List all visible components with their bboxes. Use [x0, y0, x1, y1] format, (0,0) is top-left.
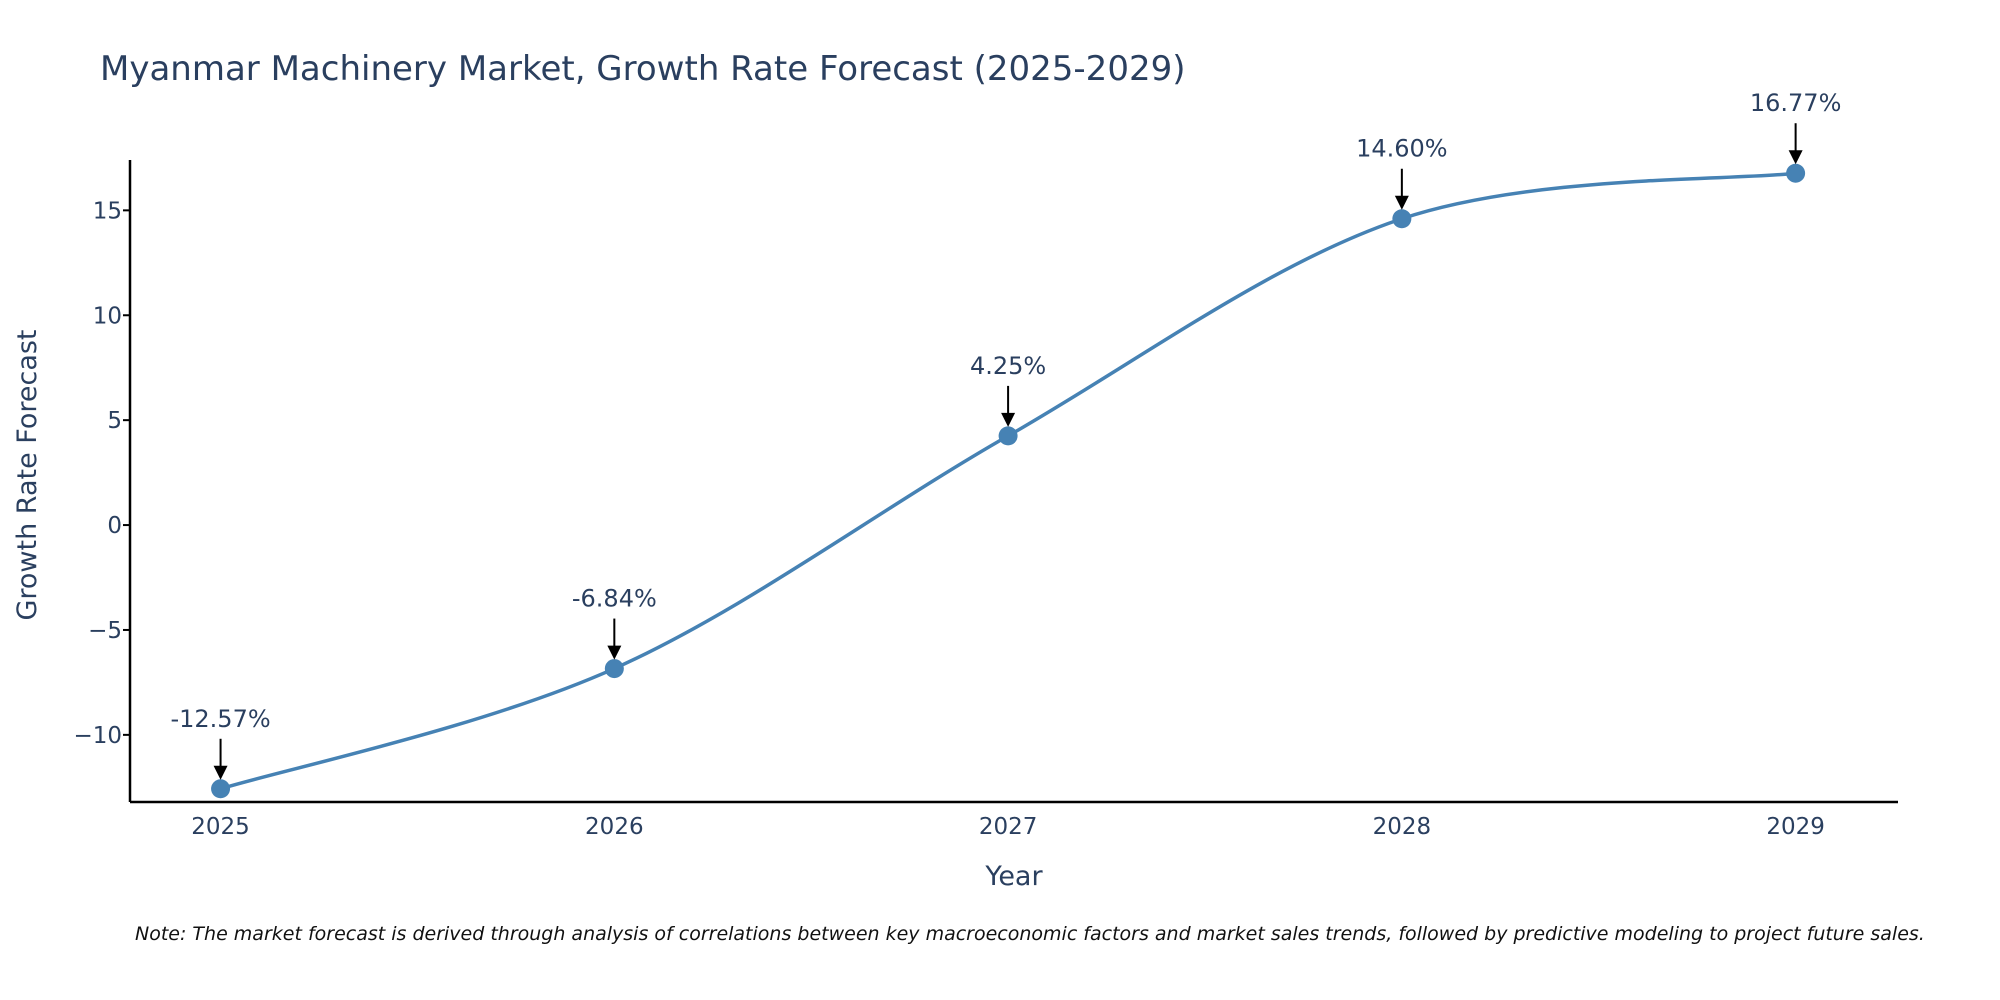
series-markers	[211, 164, 1805, 799]
y-tick-label: 10	[93, 303, 122, 329]
data-label: 4.25%	[970, 352, 1046, 380]
y-tick-label: 15	[93, 198, 122, 224]
x-tick-label: 2026	[585, 814, 644, 840]
y-axis-title: Growth Rate Forecast	[12, 329, 43, 620]
chart-root: Myanmar Machinery Market, Growth Rate Fo…	[0, 0, 2000, 1000]
x-tick-label: 2025	[191, 814, 250, 840]
y-tick-label: 5	[107, 408, 122, 434]
data-point-marker	[1392, 209, 1411, 228]
data-point-marker	[605, 659, 624, 678]
y-tick-label: 0	[107, 513, 122, 539]
footnote: Note: The market forecast is derived thr…	[135, 923, 1925, 945]
x-tick-label: 2029	[1766, 814, 1825, 840]
annotation-arrowhead	[1001, 413, 1015, 427]
data-label: -12.57%	[170, 705, 270, 733]
x-tick-label: 2027	[979, 814, 1038, 840]
annotation-arrowhead	[214, 766, 228, 780]
y-tick-label: −5	[88, 618, 122, 644]
data-point-marker	[1786, 164, 1805, 183]
x-axis-title: Year	[984, 861, 1043, 892]
x-axis-ticks: 2025 2026 2027 2028 2029	[191, 814, 1825, 840]
data-point-marker	[211, 779, 230, 798]
annotation-arrowhead	[607, 646, 621, 660]
annotation-arrowhead	[1395, 196, 1409, 210]
plot-area: −10 −5 0 5 10 15 2025 2026 2027 2028 2029 -12.57%…	[73, 89, 1898, 840]
data-label: 16.77%	[1750, 89, 1842, 117]
annotation-arrowhead	[1789, 150, 1803, 164]
y-tick-label: −10	[73, 723, 122, 749]
x-tick-label: 2028	[1373, 814, 1432, 840]
chart-title: Myanmar Machinery Market, Growth Rate Fo…	[100, 49, 1185, 89]
data-point-marker	[999, 426, 1018, 445]
series-line	[221, 173, 1796, 789]
y-axis-ticks: −10 −5 0 5 10 15	[73, 198, 130, 749]
data-label: 14.60%	[1356, 135, 1448, 163]
data-label: -6.84%	[572, 585, 657, 613]
